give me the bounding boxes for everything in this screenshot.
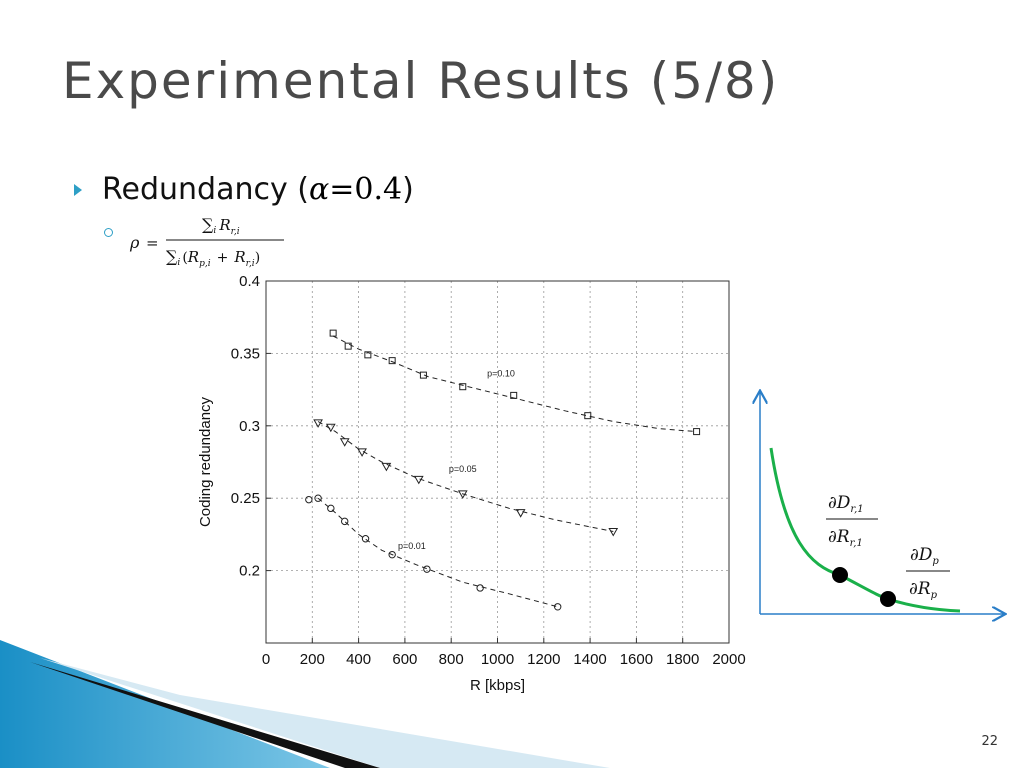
alpha-symbol: α — [308, 172, 330, 207]
data-point — [584, 412, 592, 420]
y-tick-label: 0.3 — [239, 418, 260, 435]
data-point — [423, 565, 431, 573]
data-point — [608, 528, 619, 537]
data-point — [693, 428, 701, 436]
data-point — [361, 535, 370, 543]
data-point — [357, 448, 367, 457]
chart-series: p=0.10 p=0.05 p=0.01 — [305, 329, 701, 611]
data-point — [419, 371, 427, 379]
x-tick-label: 1600 — [620, 651, 653, 668]
slide-title: Experimental Results (5/8) — [62, 52, 780, 110]
y-tick-label: 0.2 — [239, 563, 260, 580]
series-label: p=0.10 — [487, 369, 515, 379]
chart-grid — [266, 281, 729, 643]
sub-bullet-circle-icon — [104, 228, 113, 237]
data-point — [339, 438, 350, 447]
x-tick-label: 1200 — [527, 651, 560, 668]
chart-xlabel: R [kbps] — [470, 677, 525, 694]
slide-number: 22 — [981, 734, 998, 749]
data-point — [313, 419, 323, 428]
bullet-math: α=0.4 — [309, 172, 402, 207]
series-triangle: p=0.05 — [313, 419, 619, 537]
data-point — [515, 509, 526, 518]
x-tick-label: 2000 — [712, 651, 745, 668]
x-tick-label: 400 — [346, 651, 371, 668]
data-point — [388, 357, 396, 365]
y-tick-label: 0.4 — [239, 273, 260, 290]
data-point — [327, 504, 335, 513]
bullet-arrow-icon — [74, 183, 82, 196]
data-point — [553, 603, 562, 611]
decorative-swoosh — [0, 640, 610, 768]
data-point — [476, 584, 484, 592]
data-point — [314, 494, 322, 502]
x-tick-label: 600 — [392, 651, 417, 668]
x-tick-label: 1400 — [573, 651, 606, 668]
chart-ticks: 0 200 400 600 800 1000 1200 1400 1600 1800 2000 0.2… — [231, 273, 746, 668]
y-tick-label: 0.35 — [231, 345, 260, 362]
data-point — [305, 495, 313, 504]
swoosh-light — [40, 658, 610, 768]
data-point — [388, 550, 396, 559]
bullet-redundancy: Redundancy ( α=0.4 ) — [74, 172, 414, 207]
data-point — [325, 423, 336, 433]
series-label: p=0.05 — [449, 464, 477, 474]
chart-ylabel: Coding redundancy — [197, 396, 214, 527]
series-line — [317, 497, 558, 608]
alpha-value: =0.4 — [329, 172, 403, 207]
series-line — [332, 335, 697, 433]
series-circle: p=0.01 — [305, 494, 562, 611]
x-tick-label: 1800 — [666, 651, 699, 668]
y-tick-label: 0.25 — [231, 490, 260, 507]
series-label: p=0.01 — [398, 541, 426, 551]
x-tick-label: 0 — [262, 651, 270, 668]
bullet-close: ) — [402, 172, 414, 207]
series-square: p=0.10 — [329, 329, 701, 436]
data-point — [413, 475, 424, 485]
data-point — [510, 391, 518, 399]
x-tick-label: 1000 — [481, 651, 514, 668]
data-point — [364, 351, 372, 359]
data-point — [459, 383, 467, 391]
x-tick-label: 200 — [300, 651, 325, 668]
series-line — [317, 421, 614, 532]
data-point — [344, 342, 352, 350]
bullet-text: Redundancy ( — [102, 172, 309, 207]
data-point — [329, 329, 337, 337]
swoosh-black — [30, 662, 380, 768]
data-point — [381, 462, 392, 472]
x-tick-label: 800 — [439, 651, 464, 668]
data-point — [457, 490, 468, 499]
data-point — [341, 517, 349, 526]
